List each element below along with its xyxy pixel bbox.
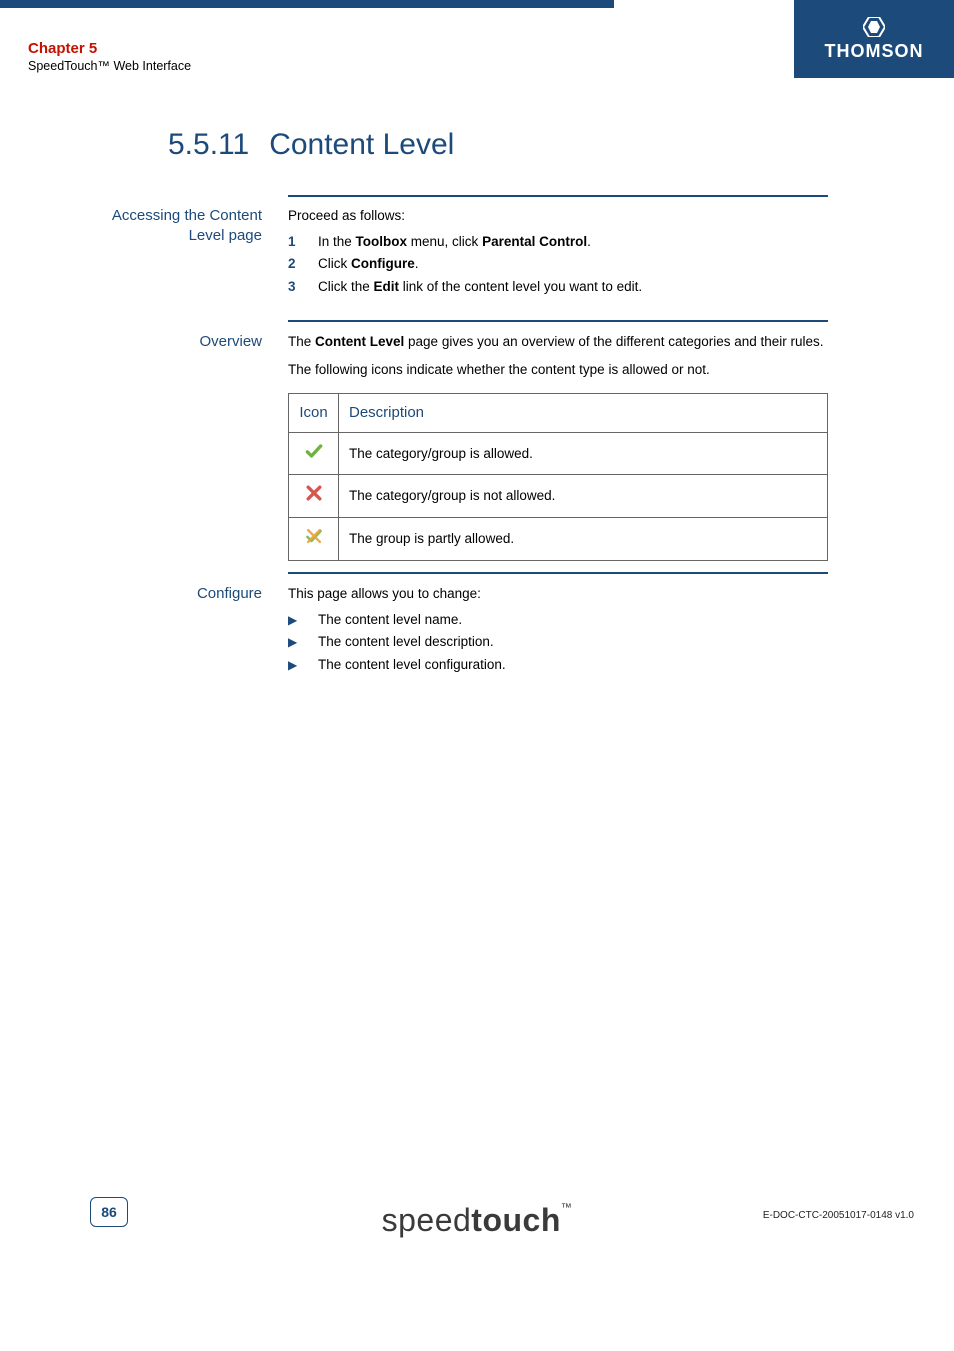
section-rule-2 — [288, 320, 828, 322]
access-body: Proceed as follows: 1 In the Toolbox men… — [288, 206, 828, 299]
configure-intro: This page allows you to change: — [288, 584, 828, 604]
brand-logo-block: THOMSON — [794, 0, 954, 78]
overview-p2: The following icons indicate whether the… — [288, 360, 828, 380]
section-number: 5.5.11 — [168, 128, 249, 162]
table-row: The category/group is allowed. — [289, 432, 828, 475]
allowed-desc: The category/group is allowed. — [339, 432, 828, 475]
page-title: 5.5.11 Content Level — [168, 128, 454, 162]
overview-p1: The Content Level page gives you an over… — [288, 332, 828, 352]
access-intro: Proceed as follows: — [288, 206, 828, 226]
section-title: Content Level — [269, 128, 454, 162]
table-row: The category/group is not allowed. — [289, 475, 828, 518]
step-1: 1 In the Toolbox menu, click Parental Co… — [288, 232, 828, 252]
brand-name: THOMSON — [825, 41, 924, 62]
list-item: ▶The content level configuration. — [288, 655, 828, 675]
chapter-header: Chapter 5 SpeedTouch™ Web Interface — [28, 40, 191, 73]
th-icon: Icon — [289, 394, 339, 433]
side-label-configure: Configure — [92, 584, 262, 604]
overview-body: The Content Level page gives you an over… — [288, 332, 828, 561]
list-item: ▶The content level name. — [288, 610, 828, 630]
side-label-overview: Overview — [92, 332, 262, 352]
partial-icon — [289, 518, 339, 561]
side-label-access: Accessing the Content Level page — [92, 206, 262, 247]
allowed-icon — [289, 432, 339, 475]
table-header-row: Icon Description — [289, 394, 828, 433]
list-item: ▶The content level description. — [288, 632, 828, 652]
bullet-icon: ▶ — [288, 657, 300, 674]
step-3: 3 Click the Edit link of the content lev… — [288, 277, 828, 297]
chapter-number: Chapter 5 — [28, 40, 191, 57]
step-2: 2 Click Configure. — [288, 254, 828, 274]
configure-body: This page allows you to change: ▶The con… — [288, 584, 828, 677]
section-rule — [288, 195, 828, 197]
bullet-icon: ▶ — [288, 634, 300, 651]
top-accent-bar — [0, 0, 614, 8]
not-allowed-icon — [289, 475, 339, 518]
chapter-subtitle: SpeedTouch™ Web Interface — [28, 59, 191, 73]
section-rule-3 — [288, 572, 828, 574]
configure-list: ▶The content level name. ▶The content le… — [288, 610, 828, 675]
bullet-icon: ▶ — [288, 612, 300, 629]
th-desc: Description — [339, 394, 828, 433]
doc-id: E-DOC-CTC-20051017-0148 v1.0 — [763, 1210, 914, 1221]
brand-hex-icon — [863, 17, 885, 41]
icon-table: Icon Description The category/group is a… — [288, 393, 828, 560]
table-row: The group is partly allowed. — [289, 518, 828, 561]
access-steps: 1 In the Toolbox menu, click Parental Co… — [288, 232, 828, 297]
not-allowed-desc: The category/group is not allowed. — [339, 475, 828, 518]
partial-desc: The group is partly allowed. — [339, 518, 828, 561]
